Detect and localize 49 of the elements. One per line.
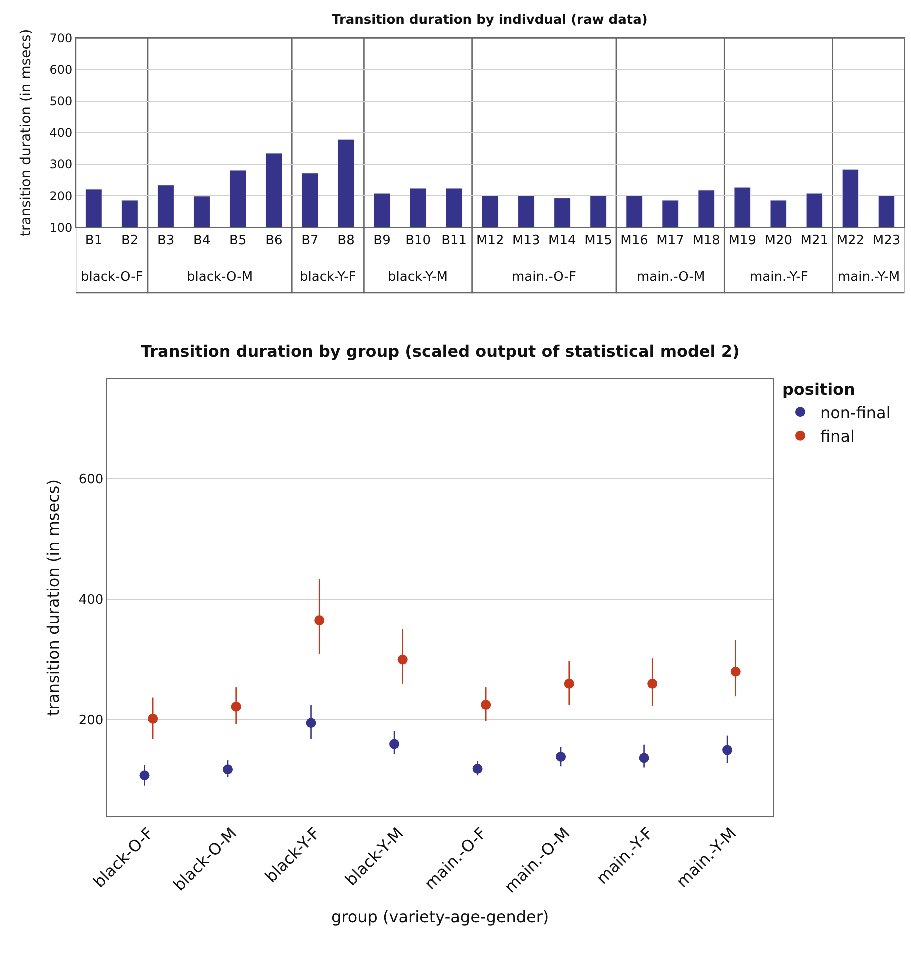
x-axis-title: group (variety-age-gender) xyxy=(331,907,550,926)
x-tick-label: B2 xyxy=(121,233,139,248)
x-tick-label: M14 xyxy=(548,233,576,248)
y-tick-label: 600 xyxy=(50,63,73,78)
x-tick-label: B9 xyxy=(374,233,391,248)
x-tick-label: B5 xyxy=(230,233,247,248)
y-tick-label: 400 xyxy=(78,592,104,608)
x-tick-label: B10 xyxy=(406,233,432,248)
chart-title: Transition duration by indivdual (raw data) xyxy=(332,13,648,28)
legend-title: position xyxy=(782,380,856,400)
x-tick-label: M23 xyxy=(872,233,901,248)
band-label: main.-Y-M xyxy=(838,270,900,285)
band-label: black-O-M xyxy=(187,270,254,285)
x-tick-label: M16 xyxy=(620,233,648,248)
x-tick-label: M15 xyxy=(584,233,612,248)
x-tick-label: M18 xyxy=(692,233,720,248)
legend-label: non-final xyxy=(820,403,891,422)
y-tick-label: 400 xyxy=(50,126,73,140)
y-tick-label: 100 xyxy=(50,220,73,235)
y-tick-label: 500 xyxy=(50,94,73,109)
x-tick-label: M13 xyxy=(512,233,540,248)
x-tick-label: B11 xyxy=(442,233,468,248)
x-tick-label: B8 xyxy=(338,233,355,248)
y-tick-label: 200 xyxy=(50,189,73,204)
x-tick-label: M20 xyxy=(764,233,793,248)
band-label: black-Y-M xyxy=(388,270,448,285)
y-axis-title: transition duration (in msecs) xyxy=(44,480,63,716)
x-tick-label: M17 xyxy=(656,233,684,248)
band-label: main.-O-F xyxy=(512,270,576,285)
chart-title: Transition duration by group (scaled output of statistical model 2) xyxy=(141,342,740,361)
x-tick-label: B4 xyxy=(194,233,211,248)
legend-label: final xyxy=(820,427,855,446)
x-tick-label: B3 xyxy=(157,233,175,248)
y-tick-label: 200 xyxy=(78,714,104,729)
x-tick-label: M12 xyxy=(476,233,504,248)
x-tick-label: M22 xyxy=(836,233,865,248)
x-tick-label: M21 xyxy=(800,233,829,248)
x-tick-label: B6 xyxy=(266,233,283,248)
band-label: main.-Y-F xyxy=(750,270,808,285)
y-tick-label: 700 xyxy=(50,31,73,46)
y-tick-label: 300 xyxy=(50,158,73,172)
x-tick-label: M19 xyxy=(728,233,756,248)
y-tick-label: 600 xyxy=(78,472,104,488)
x-tick-label: B7 xyxy=(302,233,319,248)
band-label: black-Y-F xyxy=(300,270,356,285)
y-axis-title: transition duration (in msecs) xyxy=(18,29,34,237)
band-label: main.-O-M xyxy=(637,270,706,285)
x-tick-label: B1 xyxy=(85,233,103,248)
band-label: black-O-F xyxy=(81,270,144,285)
